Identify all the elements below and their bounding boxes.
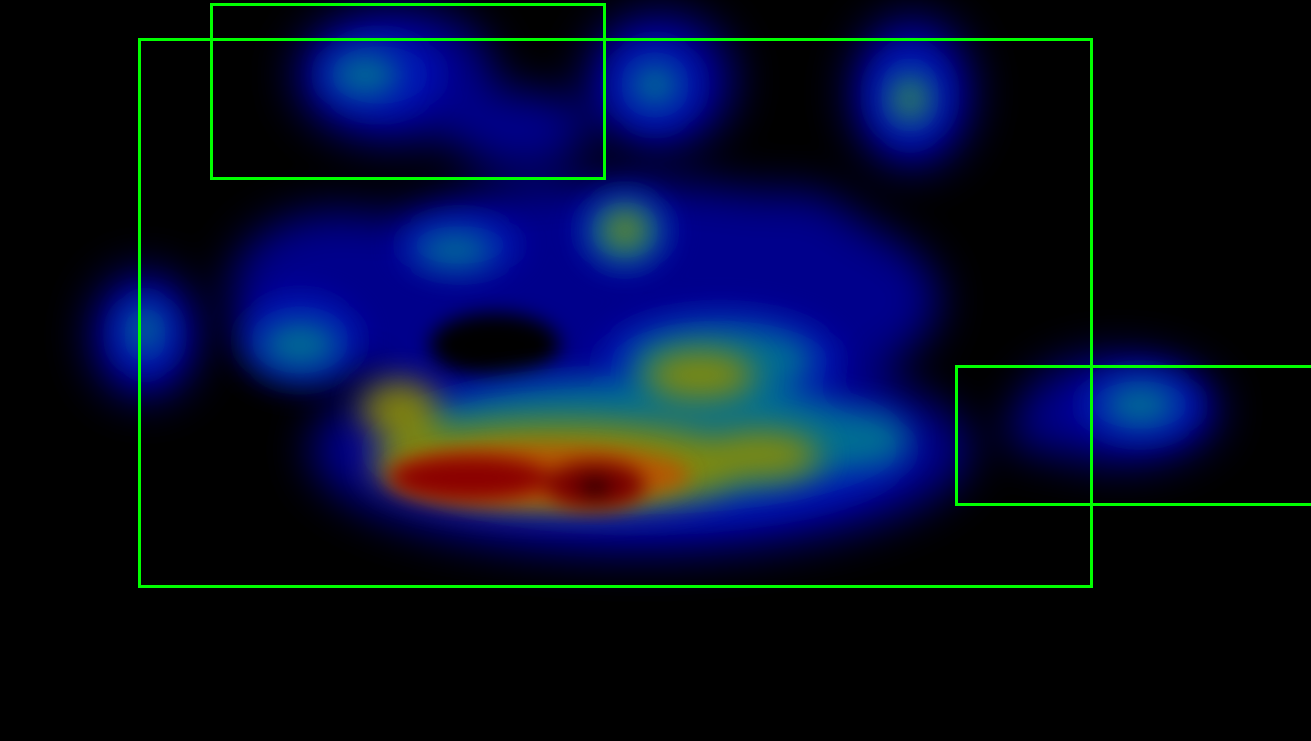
bounding-box-top <box>210 3 606 180</box>
bounding-box-main <box>138 38 1093 588</box>
heatmap-hole <box>430 313 560 377</box>
heatmap-layer-hot <box>390 456 645 509</box>
bounding-box-right <box>955 365 1311 506</box>
bounding-boxes <box>138 3 1311 588</box>
